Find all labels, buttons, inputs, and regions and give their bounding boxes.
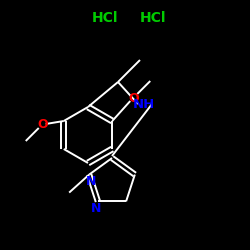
Text: N: N	[86, 175, 96, 188]
Text: HCl: HCl	[92, 11, 118, 25]
Text: NH: NH	[133, 98, 155, 110]
Text: N: N	[91, 202, 101, 215]
Text: O: O	[38, 118, 48, 132]
Text: O: O	[128, 92, 138, 104]
Text: HCl: HCl	[140, 11, 166, 25]
